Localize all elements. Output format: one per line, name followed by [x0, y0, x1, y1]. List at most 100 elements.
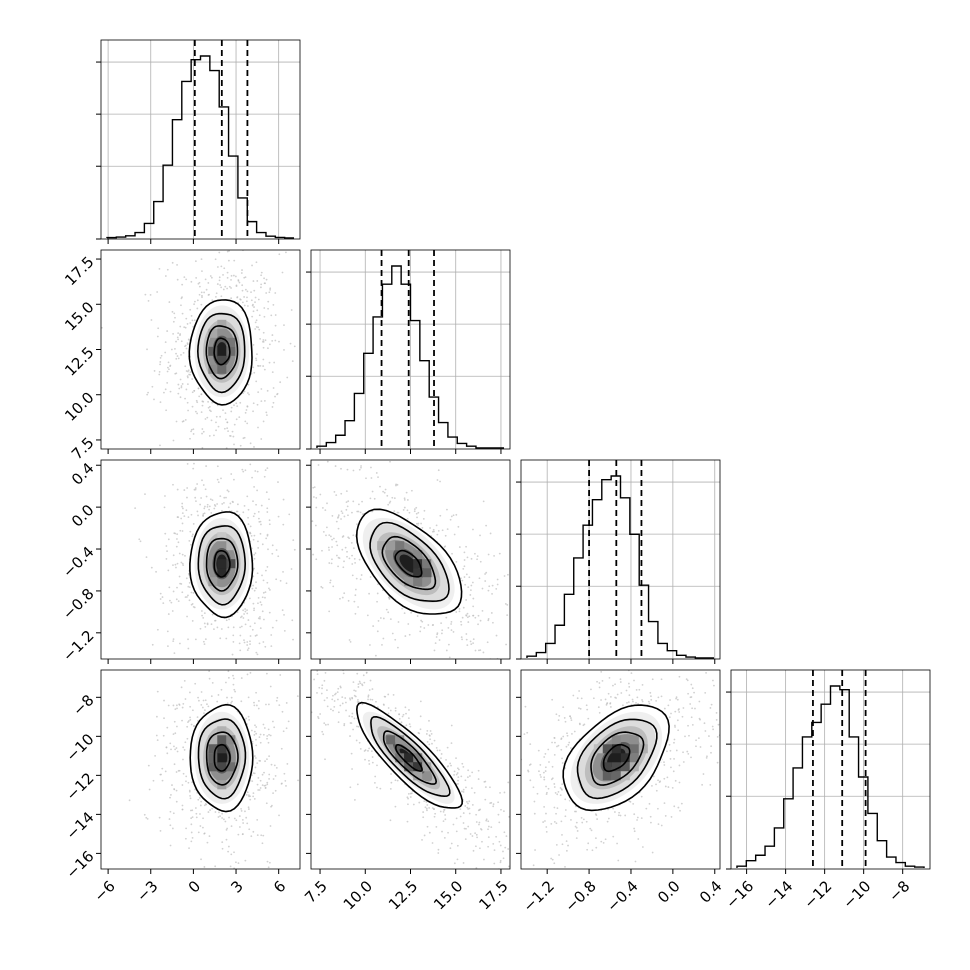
- density-bin: [629, 753, 639, 763]
- scatter-point: [290, 568, 293, 570]
- scatter-point: [551, 905, 553, 907]
- scatter-point: [169, 796, 171, 799]
- scatter-point: [325, 534, 327, 537]
- scatter-point: [210, 623, 213, 626]
- scatter-point: [705, 654, 707, 656]
- scatter-point: [487, 619, 490, 622]
- scatter-point: [551, 645, 553, 647]
- scatter-point: [252, 830, 255, 833]
- scatter-point: [164, 495, 166, 497]
- scatter-point: [548, 761, 550, 763]
- scatter-point: [227, 490, 230, 493]
- scatter-point: [180, 304, 182, 307]
- scatter-point: [178, 704, 181, 706]
- scatter-point: [326, 689, 328, 692]
- scatter-point: [384, 488, 387, 491]
- scatter-point: [572, 694, 575, 697]
- scatter-point: [494, 801, 496, 803]
- scatter-point: [493, 862, 496, 865]
- scatter-point: [609, 696, 612, 698]
- scatter-point: [349, 735, 351, 737]
- scatter-point: [253, 371, 256, 374]
- scatter-point: [192, 523, 195, 525]
- scatter-point: [503, 575, 506, 577]
- scatter-point: [256, 403, 259, 406]
- scatter-point: [238, 826, 241, 828]
- scatter-point: [511, 739, 513, 741]
- scatter-point: [173, 720, 176, 723]
- scatter-point: [265, 672, 268, 675]
- scatter-point: [259, 733, 262, 736]
- scatter-point: [578, 690, 581, 692]
- scatter-point: [218, 251, 221, 254]
- scatter-point: [189, 797, 192, 800]
- scatter-point: [543, 871, 545, 873]
- scatter-point: [682, 751, 684, 754]
- scatter-point: [575, 837, 578, 840]
- scatter-point: [289, 342, 292, 345]
- scatter-point: [193, 303, 196, 306]
- scatter-point: [476, 558, 478, 561]
- scatter-point: [437, 469, 440, 472]
- scatter-point: [171, 310, 174, 313]
- scatter-point: [167, 569, 170, 572]
- scatter-point: [542, 771, 545, 774]
- scatter-point: [241, 301, 244, 304]
- scatter-point: [207, 294, 210, 296]
- scatter-point: [712, 679, 714, 682]
- scatter-point: [159, 401, 162, 404]
- scatter-point: [163, 717, 165, 720]
- scatter-point: [710, 751, 712, 754]
- scatter-point: [312, 486, 315, 489]
- scatter-point: [203, 643, 206, 645]
- scatter-point: [266, 507, 269, 510]
- scatter-point: [210, 512, 213, 514]
- scatter-point: [318, 686, 321, 689]
- scatter-point: [158, 816, 161, 819]
- scatter-point: [266, 758, 268, 761]
- scatter-point: [407, 803, 409, 806]
- scatter-point: [685, 678, 688, 681]
- scatter-point: [203, 439, 205, 441]
- scatter-point: [255, 587, 257, 590]
- scatter-point: [365, 477, 367, 480]
- scatter-point: [206, 246, 208, 248]
- scatter-point: [708, 735, 710, 737]
- scatter-point: [147, 764, 150, 767]
- scatter-point: [261, 784, 264, 787]
- scatter-point: [175, 340, 177, 343]
- scatter-point: [278, 704, 281, 707]
- scatter-point: [547, 748, 550, 751]
- scatter-point: [243, 304, 246, 307]
- scatter-point: [366, 614, 369, 617]
- scatter-point: [144, 293, 147, 296]
- scatter-point: [167, 538, 170, 541]
- scatter-point: [189, 691, 191, 694]
- scatter-point: [446, 746, 449, 749]
- scatter-point: [322, 733, 325, 736]
- scatter-point: [217, 224, 219, 226]
- scatter-point: [559, 787, 562, 789]
- scatter-point: [355, 577, 358, 580]
- scatter-point: [376, 786, 378, 789]
- scatter-point: [256, 489, 259, 492]
- scatter-point: [285, 785, 287, 787]
- scatter-point: [209, 498, 212, 501]
- scatter-point: [359, 682, 362, 685]
- scatter-point: [715, 711, 718, 714]
- scatter-point: [403, 497, 406, 500]
- scatter-point: [564, 798, 567, 801]
- scatter-point: [158, 370, 161, 373]
- scatter-point: [134, 507, 137, 510]
- scatter-point: [501, 830, 503, 832]
- scatter-point: [178, 575, 181, 578]
- scatter-point: [233, 688, 236, 691]
- scatter-point: [175, 352, 177, 355]
- scatter-point: [398, 713, 401, 716]
- scatter-point: [236, 405, 239, 408]
- scatter-point: [389, 460, 391, 463]
- scatter-point: [186, 496, 188, 499]
- scatter-point: [307, 514, 309, 516]
- scatter-point: [172, 638, 175, 640]
- scatter-point: [668, 716, 671, 719]
